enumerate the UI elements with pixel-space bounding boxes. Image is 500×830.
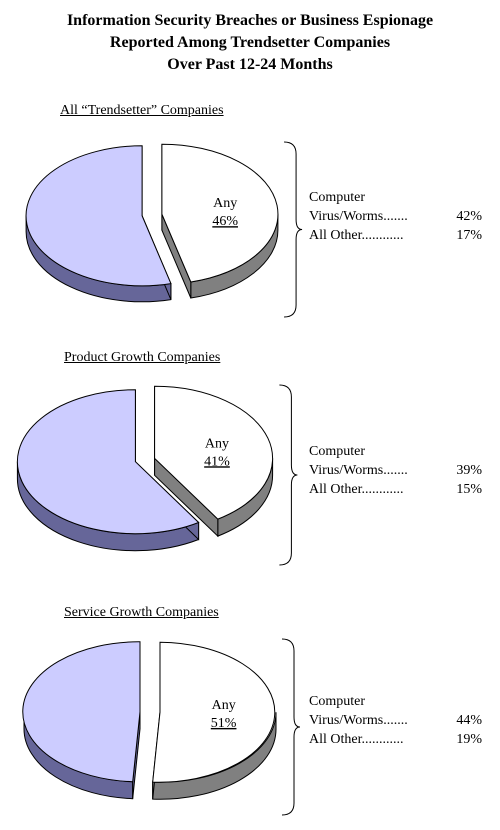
breakdown-value: 19%	[456, 732, 482, 747]
breakdown-heading: Computer	[309, 694, 365, 709]
pie-highlight-slice	[154, 385, 274, 538]
breakdown-label: Virus/Worms.......	[309, 463, 408, 478]
pie-slice-value: 41%	[204, 454, 230, 469]
breakdown-label: All Other............	[309, 482, 404, 497]
pie-title-product-growth: Product Growth Companies	[64, 350, 221, 365]
chart-title-line-2: Reported Among Trendsetter Companies	[109, 34, 391, 51]
breakdown-product-growth: Computer Virus/Worms....... 39% All Other…	[309, 442, 482, 499]
pie-remainder-slice	[16, 389, 200, 552]
pie-slice-top	[25, 145, 172, 287]
pie-remainder-slice	[22, 641, 141, 800]
pie-title-all-trendsetter: All “Trendsetter” Companies	[60, 103, 224, 118]
breakdown-all-trendsetter: Computer Virus/Worms....... 42% All Other…	[309, 188, 482, 245]
breakdown-value: 42%	[456, 209, 482, 224]
pie-highlight-slice	[152, 641, 277, 800]
breakdown-label: Virus/Worms.......	[309, 209, 408, 224]
pie-slice-label: Any	[213, 196, 237, 211]
breakdown-service-growth: Computer Virus/Worms....... 44% All Other…	[309, 692, 482, 749]
pie-slice-label: Any	[205, 436, 229, 451]
breakdown-label: Virus/Worms.......	[309, 713, 408, 728]
breakdown-label: All Other............	[309, 732, 404, 747]
curly-brace	[279, 384, 298, 566]
breakdown-label: All Other............	[309, 228, 404, 243]
breakdown-value: 17%	[456, 228, 482, 243]
pie-highlight-slice	[161, 143, 279, 299]
pie-slice-value: 46%	[212, 214, 238, 229]
chart-title-line-1: Information Security Breaches or Busines…	[66, 12, 434, 29]
curly-brace	[281, 638, 301, 816]
pie-slice-value: 51%	[211, 716, 237, 731]
pie-slice-top	[154, 385, 274, 520]
pie-remainder-slice	[25, 145, 172, 303]
breakdown-heading: Computer	[309, 444, 365, 459]
chart-title-line-3: Over Past 12-24 Months	[167, 56, 333, 73]
breakdown-heading: Computer	[309, 190, 365, 205]
breakdown-value: 39%	[456, 463, 482, 478]
pie-slice-top	[161, 143, 279, 283]
pie-slice-top	[16, 389, 200, 535]
pie-slice-top	[152, 641, 276, 783]
pie-title-service-growth: Service Growth Companies	[64, 605, 219, 620]
breakdown-value: 44%	[456, 713, 482, 728]
breakdown-value: 15%	[456, 482, 482, 497]
pie-slice-label: Any	[212, 698, 236, 713]
pie-slice-top	[22, 641, 141, 783]
